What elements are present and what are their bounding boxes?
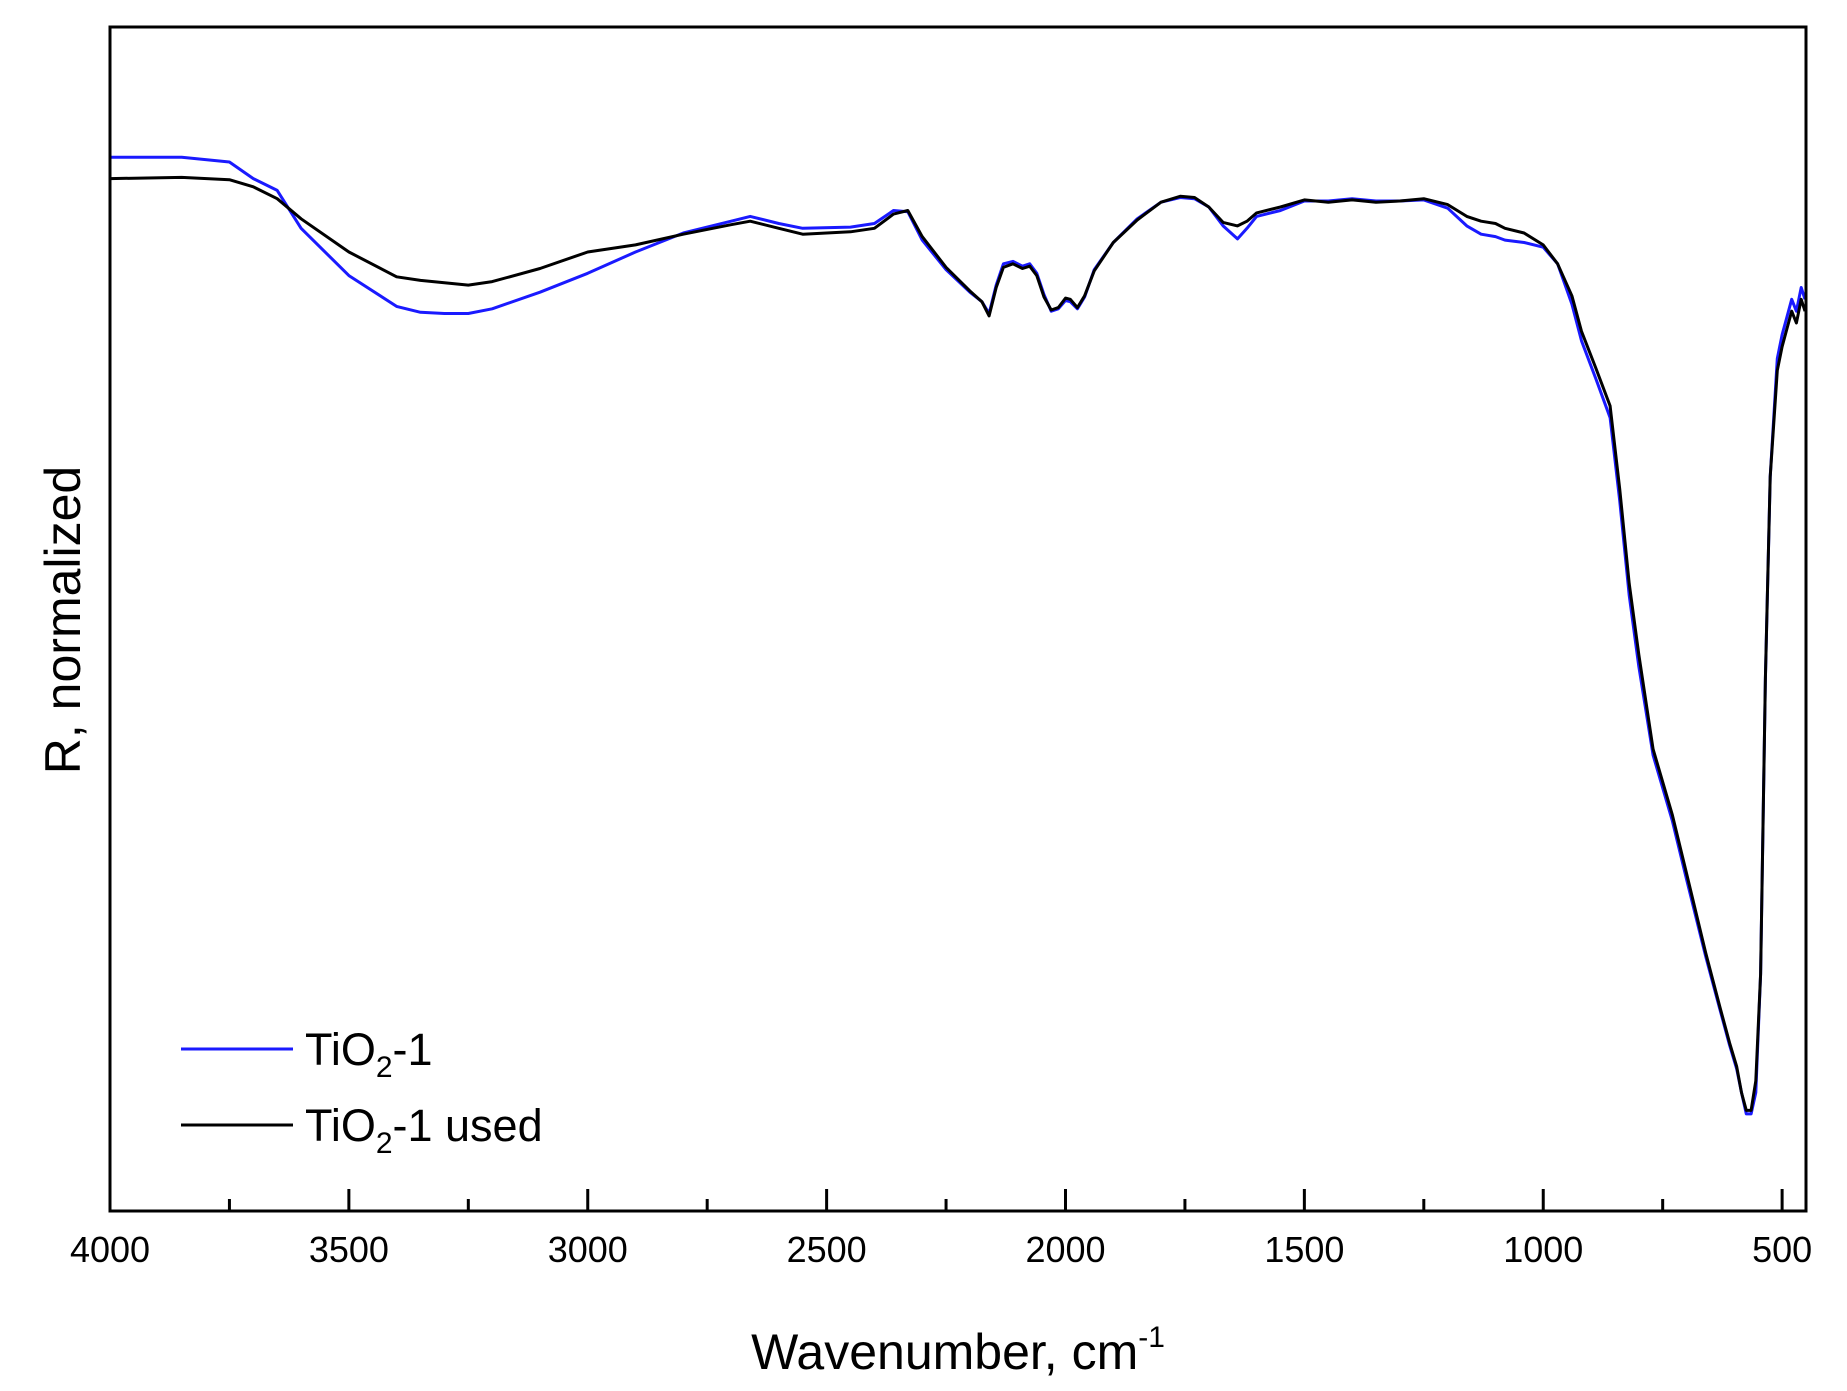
x-tick-label-3000: 3000 — [548, 1229, 628, 1270]
legend-label-tio2-1-subscript: 2 — [376, 1051, 393, 1084]
y-axis-title: R, normalized — [35, 466, 91, 774]
legend-label-tio2-1-base: TiO — [305, 1024, 376, 1075]
x-tick-label-1500: 1500 — [1264, 1229, 1344, 1270]
legend-label-tio2-1-used-subscript: 2 — [376, 1127, 393, 1160]
x-tick-label-4000: 4000 — [70, 1229, 150, 1270]
x-tick-label-3500: 3500 — [309, 1229, 389, 1270]
series-line-tio2-1-used — [109, 175, 1807, 1112]
x-axis-title-text: Wavenumber, cm — [751, 1324, 1138, 1380]
legend-label-tio2-1-used-base: TiO — [305, 1100, 376, 1151]
x-tick-label-1000: 1000 — [1503, 1229, 1583, 1270]
plot-frame — [108, 25, 1808, 1213]
x-tick-label-2500: 2500 — [787, 1229, 867, 1270]
x-tick-label-2000: 2000 — [1025, 1229, 1105, 1270]
x-tick-label-500: 500 — [1752, 1229, 1812, 1270]
legend: TiO2-1 TiO2-1 used — [181, 1024, 543, 1160]
x-axis: 4000 3500 3000 2500 2000 1500 1000 500 — [70, 1189, 1812, 1270]
legend-label-tio2-1-used-suffix: -1 used — [393, 1100, 543, 1151]
plot-layer — [109, 155, 1807, 1116]
legend-label-tio2-1-suffix: -1 — [393, 1024, 433, 1075]
legend-label-tio2-1: TiO2-1 — [305, 1024, 433, 1084]
legend-label-tio2-1-used: TiO2-1 used — [305, 1100, 543, 1160]
series-line-tio2-1 — [110, 155, 1807, 1116]
x-axis-title-superscript: -1 — [1138, 1321, 1165, 1354]
x-axis-title: Wavenumber, cm-1 — [751, 1321, 1165, 1380]
